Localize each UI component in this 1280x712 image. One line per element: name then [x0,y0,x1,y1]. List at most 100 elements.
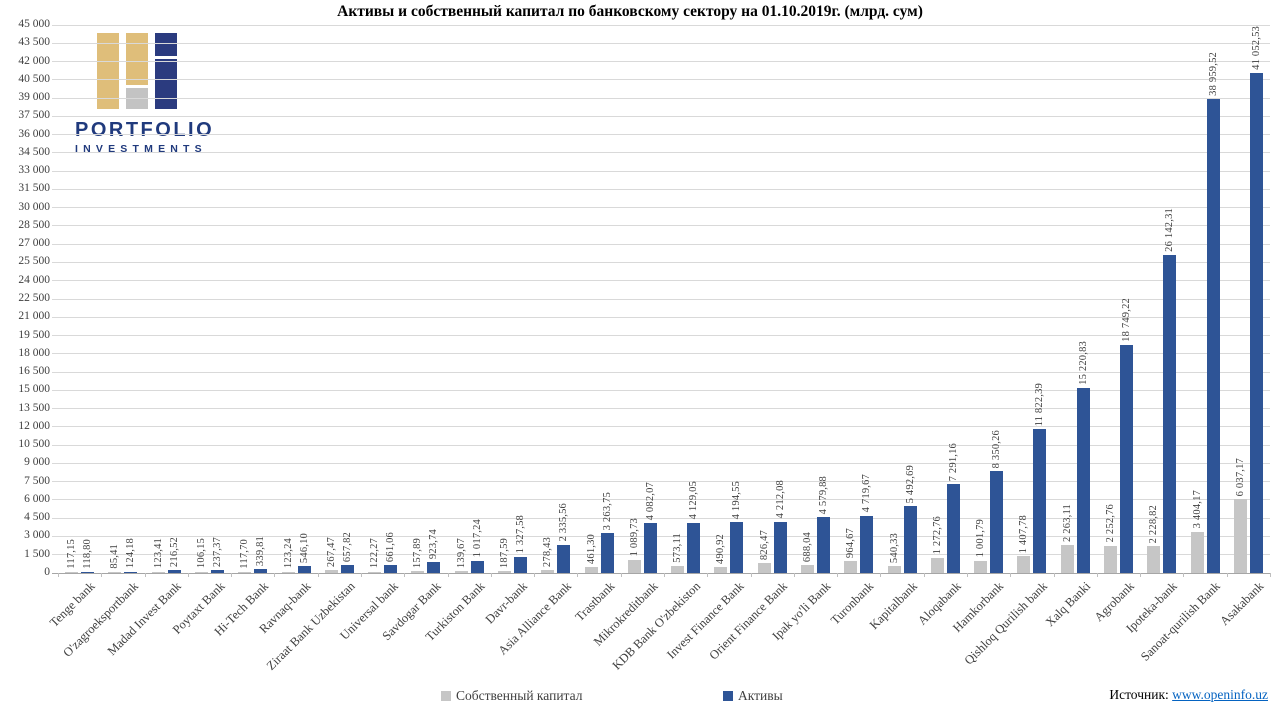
gridline [52,426,1270,428]
bar-value-label: 7 291,16 [947,442,959,482]
bar-assets [817,517,830,573]
y-tick-label: 6 000 [24,492,50,505]
gridline [52,261,1270,263]
bar-capital [757,562,771,573]
chart-title: Активы и собственный капитал по банковск… [337,3,923,20]
bar-value-label: 4 129,05 [688,481,700,520]
bar-assets [297,566,311,573]
bar-value-label: 117,70 [239,538,251,569]
bar-value-label: 18 749,22 [1121,297,1132,342]
category-axis-tick [490,573,492,577]
bar-capital [930,557,944,573]
bar-capital [368,571,382,573]
y-tick-label: 39 000 [18,91,50,104]
category-axis-tick [837,573,839,577]
category-axis-tick [620,573,622,577]
category-axis-tick [1140,573,1142,577]
category-axis-tick [187,573,189,577]
bar-value-label: 118,80 [82,538,94,569]
category-axis-tick [361,573,362,577]
gridline [52,207,1270,209]
x-category-label: O'zagroeksportbank [60,579,141,660]
bar-value-label: 546,10 [298,533,310,564]
y-tick-label: 28 500 [18,218,50,231]
category-axis-tick [923,573,925,577]
y-tick-label: 22 500 [18,292,50,304]
y-tick-label: 4 500 [24,511,50,524]
gridline [52,554,1270,556]
y-tick-label: 9 000 [24,456,50,469]
x-axis-line [52,572,1270,574]
category-axis-tick [967,573,968,577]
legend-swatch-capital-icon [441,691,451,701]
bar-assets [773,521,787,573]
gridline [52,134,1270,136]
y-tick-label: 19 500 [18,328,50,341]
bar-value-label: 6 037,17 [1234,458,1246,497]
category-axis-tick [101,573,103,577]
y-tick-label: 24 000 [18,273,50,286]
gridline [52,298,1270,300]
bar-value-label: 157,89 [412,538,424,569]
bar-value-label: 2 252,76 [1105,504,1116,543]
bar-assets [946,484,960,573]
bar-value-label: 4 579,88 [818,475,829,515]
bar-assets [600,533,614,573]
bar-assets [1249,73,1263,573]
logo-text-portfolio: PORTFOLIO [75,119,215,141]
source-link[interactable]: www.openinfo.uz [1172,687,1268,702]
gridline [52,79,1270,81]
x-category-label: Orient Finance Bank [706,579,791,663]
source-prefix: Источник: [1109,687,1173,702]
bar-capital [584,567,598,573]
category-axis-tick [1183,573,1185,577]
bar-assets [1206,98,1220,573]
y-axis-labels: 0 1 500 3 000 4 500 6 000 7 500 9 000 10 500 12 … [0,18,50,578]
gridline [52,462,1270,464]
bar-value-label: 278,43 [542,536,554,567]
gridline [52,481,1270,483]
bar-value-label: 4 194,55 [731,480,743,519]
bar-value-label: 1 272,76 [931,516,943,555]
bar-assets [124,571,138,573]
logo-text-investments: INVESTMENTS [75,143,207,155]
bar-capital [411,571,425,573]
bar-value-label: 4 212,08 [774,480,786,519]
bar-capital [1233,499,1247,573]
bar-value-label: 187,59 [499,537,510,568]
x-category-label: Asakabank [1217,579,1267,629]
gridline [52,188,1270,190]
bar-value-label: 3 263,75 [601,491,613,531]
bar-assets [427,561,441,573]
y-tick-label: 18 000 [18,346,50,359]
gridline [52,353,1270,355]
bar-value-label: 38 959,52 [1207,51,1219,96]
gridline [52,24,1270,26]
y-tick-label: 30 000 [18,200,50,213]
y-tick-label: 25 500 [18,255,50,268]
plot-area: 117,15 118,80 85,41 124,18 123,41 216,52 106,1… [52,24,1271,577]
bar-capital [887,566,901,573]
bar-capital [1147,545,1161,573]
bar-value-label: 5 492,69 [904,464,916,504]
y-tick-label: 43 500 [18,36,50,49]
bar-value-label: 923,74 [428,528,440,559]
bar-assets [254,568,268,573]
category-axis-tick [880,573,882,577]
bar-assets [211,570,224,573]
x-category-label: Invest Finance Bank [664,579,747,662]
legend-item-capital: Собственный капитал [441,688,582,704]
category-axis-tick [1053,573,1055,577]
gridline [52,225,1270,227]
logo-blocks-icon [97,33,177,109]
bar-capital [1190,531,1204,573]
bar-value-label: 964,67 [845,528,857,559]
bar-capital [627,559,641,573]
y-tick-label: 40 500 [18,72,50,85]
bar-value-label: 216,52 [168,537,180,568]
category-axis-tick [707,573,709,577]
bar-assets [860,515,874,573]
bar-value-label: 3 404,17 [1191,490,1203,529]
gridline [52,408,1270,410]
bar-value-label: 461,30 [585,534,597,565]
